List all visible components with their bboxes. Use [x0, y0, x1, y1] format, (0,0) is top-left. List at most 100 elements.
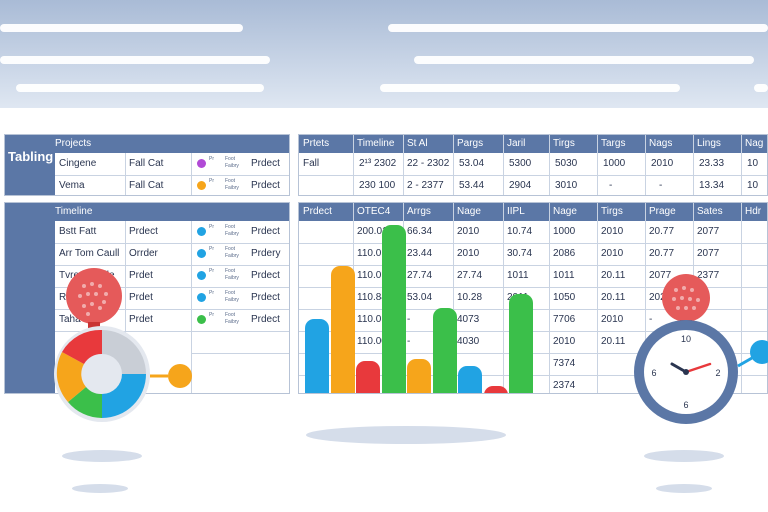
status-dot	[197, 227, 206, 236]
top-banner	[0, 0, 768, 108]
tiny-label: Foot	[225, 268, 236, 274]
col-divider	[693, 135, 694, 195]
row-divider	[299, 243, 767, 244]
donut-slice-red-top	[62, 329, 102, 364]
banner-stripe	[388, 24, 768, 32]
col-header: Prage	[649, 206, 676, 217]
row-divider	[299, 353, 767, 354]
table-cell: 13.34	[699, 180, 725, 191]
chart-bar	[432, 308, 457, 393]
col-header: Hdr	[745, 206, 762, 217]
row-divider	[191, 353, 289, 354]
banner-stripe	[380, 84, 680, 92]
table-cell: -	[609, 180, 613, 191]
tiny-label: Foot	[225, 156, 236, 162]
tiny-label: Pr	[209, 268, 214, 274]
timeline-type: Prdect	[129, 226, 158, 237]
tiny-label: Faibry	[225, 163, 239, 169]
donut-slice-green	[68, 387, 102, 419]
table-cell: 53.44	[459, 180, 485, 191]
col-divider	[403, 135, 404, 195]
status-dot	[197, 159, 206, 168]
row-divider	[299, 331, 767, 332]
project-type: Fall Cat	[129, 158, 164, 169]
floor-shadow	[656, 484, 712, 493]
row-divider	[55, 265, 289, 266]
floor-shadow	[644, 450, 724, 462]
tiny-label: Pr	[209, 312, 214, 318]
row-divider	[55, 175, 289, 176]
col-divider	[353, 135, 354, 195]
chart-bar	[330, 266, 355, 393]
table-cell: 2077	[649, 270, 672, 281]
table-cell: 2010	[601, 226, 624, 237]
banner-stripe	[0, 56, 270, 64]
table-cell: 1000	[553, 226, 576, 237]
col-header: St Al	[407, 138, 428, 149]
tiny-label: Faibry	[225, 231, 239, 237]
tiny-label: Pr	[209, 224, 214, 230]
col-divider	[597, 135, 598, 195]
floor-shadow	[72, 484, 128, 493]
col-header: Tirgs	[553, 138, 575, 149]
table-cell: 2086	[553, 248, 576, 259]
row-divider	[299, 287, 767, 288]
col-header: Jaril	[507, 138, 526, 149]
col-header: Tirgs	[601, 206, 623, 217]
timeline-table: Timeline Bstt Fatt Prdect Pr Foot Faibry…	[4, 202, 290, 394]
timeline-type: Prdet	[129, 270, 153, 281]
col-header: Lings	[697, 138, 721, 149]
microphone-grille	[78, 282, 108, 316]
table-cell: 10.74	[507, 226, 533, 237]
row-divider	[55, 287, 289, 288]
status-dot	[197, 271, 206, 280]
table-cell: Fall	[303, 158, 320, 169]
chart-bar	[407, 359, 431, 393]
table-cell: 230 100	[359, 180, 396, 191]
clock-numeral: 2	[715, 368, 720, 378]
table-cell: 10	[747, 180, 759, 191]
col-header: Sates	[697, 206, 723, 217]
row-divider	[299, 175, 767, 176]
projects-table-header	[5, 135, 289, 153]
table-cell: 110.84	[357, 292, 387, 303]
col-divider	[503, 203, 504, 393]
table-cell: 10.28	[457, 292, 483, 303]
col-header: OTEC4	[357, 206, 391, 217]
table-cell: 110.01	[357, 314, 387, 325]
tiny-label: Foot	[225, 178, 236, 184]
table-cell: 110.00	[357, 336, 387, 347]
timeline-type: Orrder	[129, 248, 158, 259]
project-name: Vema	[59, 180, 85, 191]
col-header: Prtets	[303, 138, 330, 149]
tiny-label: Faibry	[225, 253, 239, 259]
summary-table: Prtets Timeline St Al Pargs Jaril Tirgs …	[298, 134, 768, 196]
chart-bar	[509, 294, 533, 393]
table-cell: 20.11	[601, 336, 626, 347]
table-cell: 5300	[509, 158, 532, 169]
clock-numeral: 6	[651, 368, 656, 378]
timeline-status: Prdect	[251, 226, 280, 237]
row-divider	[55, 243, 289, 244]
table-cell: 23.33	[699, 158, 725, 169]
tiny-label: Faibry	[225, 319, 239, 325]
col-header: Prdect	[303, 206, 332, 217]
col-divider	[741, 203, 742, 393]
tiny-label: Foot	[225, 290, 236, 296]
table-cell: 2010	[457, 226, 480, 237]
table-cell: 2010	[651, 158, 674, 169]
tiny-label: Pr	[209, 290, 214, 296]
tiny-label: Faibry	[225, 275, 239, 281]
table-cell: 7374	[553, 358, 576, 369]
timeline-type: Prdet	[129, 292, 153, 303]
chart-bar	[305, 319, 329, 393]
project-status: Prdect	[251, 180, 280, 191]
col-header: Nags	[649, 138, 673, 149]
timeline-type: Prdet	[129, 314, 153, 325]
table-cell: 27.74	[457, 270, 483, 281]
col-divider	[453, 203, 454, 393]
col-header: Nage	[457, 206, 481, 217]
table-cell: 110.01	[357, 270, 387, 281]
table-cell: -	[649, 314, 653, 325]
banner-stripe	[0, 24, 243, 32]
